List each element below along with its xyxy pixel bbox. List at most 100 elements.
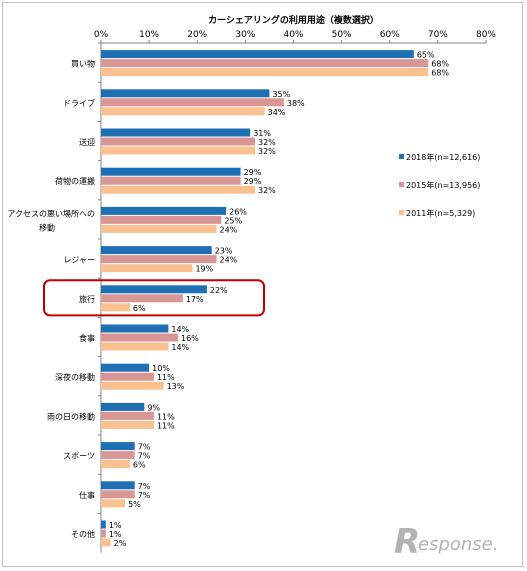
- x-tick-label: 80%: [476, 30, 496, 40]
- bar-6-0: [101, 285, 207, 294]
- x-tick-label: 20%: [187, 30, 207, 40]
- bar-3-2: [101, 185, 255, 194]
- bar-6-2: [101, 303, 130, 312]
- x-tick-label: 50%: [332, 30, 352, 40]
- legend-swatch: [399, 182, 404, 187]
- bar-12-2: [101, 538, 111, 547]
- bar-1-2: [101, 107, 265, 116]
- data-label: 65%: [417, 51, 435, 60]
- bar-6-1: [101, 294, 183, 303]
- bar-12-1: [101, 529, 106, 538]
- bar-2-2: [101, 146, 255, 155]
- category-label: 買い物: [71, 59, 95, 69]
- category-label: ドライブ: [63, 98, 95, 108]
- data-label: 17%: [186, 295, 204, 304]
- bar-11-0: [101, 481, 135, 490]
- data-label: 5%: [128, 500, 141, 509]
- bar-3-0: [101, 167, 241, 176]
- data-label: 10%: [152, 364, 170, 373]
- bar-9-0: [101, 402, 145, 411]
- category-label: 移動: [39, 222, 55, 232]
- category-label: レジャー: [63, 256, 95, 265]
- bar-8-1: [101, 372, 154, 381]
- bar-2-0: [101, 128, 251, 137]
- category-label: 仕事: [79, 490, 95, 500]
- bar-10-0: [101, 442, 135, 451]
- bar-10-2: [101, 460, 130, 469]
- data-label: 25%: [224, 216, 242, 225]
- bar-4-1: [101, 215, 222, 224]
- legend-swatch: [399, 210, 404, 215]
- data-label: 32%: [258, 138, 276, 147]
- data-label: 34%: [268, 108, 286, 117]
- data-label: 24%: [220, 225, 238, 234]
- data-label: 11%: [157, 373, 175, 382]
- data-label: 1%: [109, 530, 122, 539]
- bar-7-1: [101, 333, 178, 342]
- bar-8-0: [101, 363, 150, 372]
- category-label: アクセスの悪い場所への: [7, 208, 95, 218]
- data-label: 29%: [244, 168, 262, 177]
- bar-9-1: [101, 411, 154, 420]
- data-label: 22%: [210, 286, 228, 295]
- data-label: 24%: [220, 256, 238, 265]
- category-label: その他: [71, 529, 95, 539]
- legend-label: 2018年(n=12,616): [406, 152, 480, 162]
- data-label: 32%: [258, 186, 276, 195]
- data-label: 23%: [215, 247, 233, 256]
- x-tick-label: 60%: [380, 30, 400, 40]
- highlight-box: [43, 279, 265, 317]
- bar-4-2: [101, 224, 217, 233]
- category-label: 荷物の運搬: [55, 176, 95, 186]
- data-label: 6%: [133, 304, 146, 313]
- bar-11-2: [101, 499, 126, 508]
- response-r-icon: R: [394, 524, 420, 558]
- response-logo: R esponse.: [394, 524, 498, 558]
- data-label: 16%: [181, 334, 199, 343]
- data-label: 9%: [147, 403, 160, 412]
- bar-1-0: [101, 89, 270, 98]
- data-label: 6%: [133, 461, 146, 470]
- x-tick-label: 40%: [283, 30, 303, 40]
- bar-2-1: [101, 137, 255, 146]
- bar-11-1: [101, 490, 135, 499]
- data-label: 7%: [138, 452, 151, 461]
- data-label: 7%: [138, 482, 151, 491]
- bar-5-2: [101, 264, 193, 273]
- category-label: 雨の日の移動: [47, 411, 95, 421]
- x-tick-label: 30%: [235, 30, 255, 40]
- data-label: 31%: [253, 129, 271, 138]
- legend-label: 2015年(n=13,956): [406, 180, 480, 190]
- data-label: 11%: [157, 421, 175, 430]
- bar-8-2: [101, 381, 164, 390]
- bar-3-1: [101, 176, 241, 185]
- bar-1-1: [101, 98, 284, 107]
- data-label: 68%: [431, 60, 449, 69]
- bar-0-0: [101, 50, 414, 59]
- data-label: 1%: [109, 521, 122, 530]
- bar-9-2: [101, 420, 154, 429]
- data-label: 68%: [431, 69, 449, 78]
- data-label: 7%: [138, 491, 151, 500]
- bar-0-2: [101, 68, 429, 77]
- bar-4-0: [101, 206, 227, 215]
- category-label: 深夜の移動: [55, 372, 95, 382]
- x-tick-label: 10%: [139, 30, 159, 40]
- x-tick-label: 70%: [428, 30, 448, 40]
- data-label: 35%: [272, 90, 290, 99]
- bar-chart: カーシェアリングの利用用途（複数選択） 0% 10% 20% 30% 40% 50% 60% 7…: [7, 14, 496, 553]
- data-label: 14%: [171, 325, 189, 334]
- chart-frame: カーシェアリングの利用用途（複数選択） 0% 10% 20% 30% 40% 50% 60% 7…: [2, 2, 523, 567]
- logo-text: esponse.: [418, 534, 498, 555]
- data-label: 29%: [244, 177, 262, 186]
- bar-5-0: [101, 246, 212, 255]
- x-tick-label: 0%: [94, 30, 109, 40]
- bar-0-1: [101, 59, 429, 68]
- category-label: 旅行: [79, 294, 95, 304]
- data-label: 7%: [138, 443, 151, 452]
- data-label: 14%: [171, 343, 189, 352]
- data-label: 26%: [229, 207, 247, 216]
- category-label: 食事: [79, 333, 95, 343]
- legend-label: 2011年(n=5,329): [406, 208, 475, 218]
- category-label: 送迎: [79, 137, 95, 147]
